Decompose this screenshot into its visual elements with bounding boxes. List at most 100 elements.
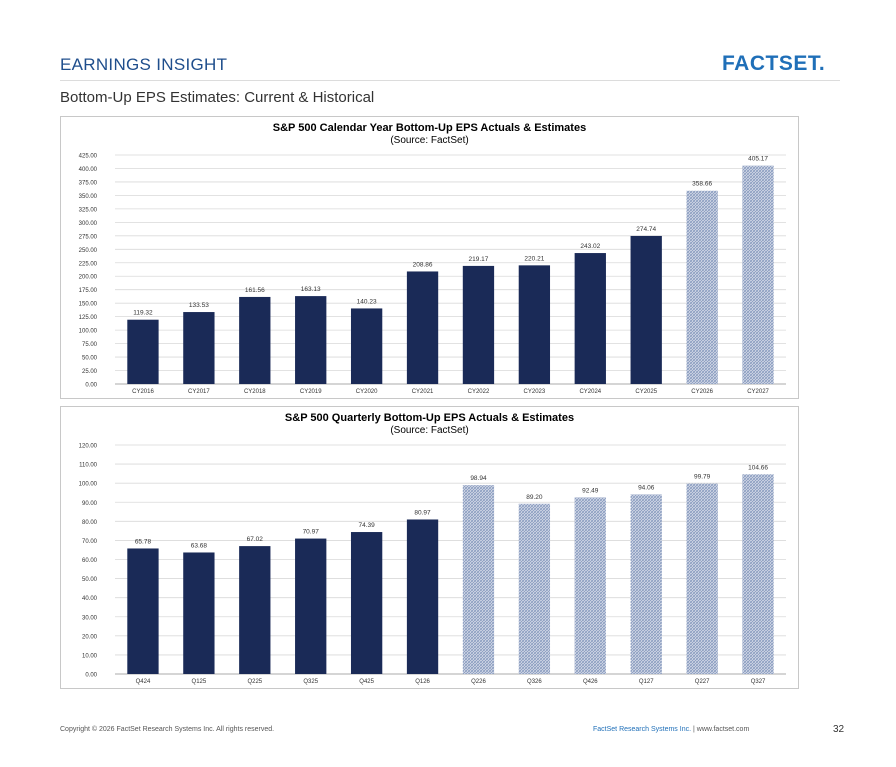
header-divider: [60, 80, 840, 81]
y-tick-label: 0.00: [85, 673, 97, 679]
x-tick-label: CY2026: [691, 389, 713, 395]
x-tick-label: Q226: [471, 679, 486, 685]
actual-bar: [462, 265, 495, 384]
bar-value-label: 67.02: [247, 536, 264, 543]
y-tick-label: 60.00: [82, 558, 98, 564]
bar-value-label: 98.94: [470, 475, 487, 482]
x-tick-label: Q125: [192, 679, 207, 685]
bar-value-label: 65.78: [135, 538, 152, 545]
actual-bar: [295, 538, 327, 674]
x-tick-label: CY2027: [747, 389, 769, 395]
actual-bar: [574, 253, 606, 384]
y-tick-label: 30.00: [82, 615, 98, 621]
bar-value-label: 219.17: [469, 256, 489, 263]
y-tick-label: 110.00: [79, 463, 98, 469]
y-tick-label: 100.00: [79, 329, 98, 335]
y-tick-label: 275.00: [79, 234, 98, 240]
bar-value-label: 80.97: [414, 509, 431, 516]
y-tick-label: 400.00: [79, 167, 98, 173]
estimate-bar: [686, 483, 718, 674]
y-tick-label: 50.00: [82, 577, 98, 583]
bar-value-label: 133.53: [189, 302, 209, 309]
bar-value-label: 92.49: [582, 487, 599, 494]
footer-company-link[interactable]: FactSet Research Systems Inc.: [593, 726, 692, 733]
annual-eps-chart-panel: S&P 500 Calendar Year Bottom-Up EPS Actu…: [60, 116, 799, 399]
estimate-bar: [462, 485, 495, 674]
bar-value-label: 220.21: [524, 255, 544, 262]
y-tick-label: 40.00: [82, 596, 98, 602]
footer-copyright: Copyright © 2026 FactSet Research System…: [60, 726, 275, 733]
y-tick-label: 20.00: [82, 634, 98, 640]
actual-bar: [183, 552, 215, 674]
estimate-bar: [742, 474, 774, 674]
actual-bar: [630, 235, 662, 384]
y-tick-label: 70.00: [82, 539, 98, 545]
x-tick-label: CY2018: [244, 389, 266, 395]
actual-bar: [239, 296, 271, 384]
x-tick-label: Q127: [639, 679, 654, 685]
y-tick-label: 250.00: [79, 248, 98, 254]
y-tick-label: 120.00: [79, 444, 98, 450]
x-tick-label: Q327: [751, 679, 766, 685]
bar-value-label: 63.68: [191, 542, 208, 549]
bar-value-label: 140.23: [357, 298, 377, 305]
y-tick-label: 300.00: [79, 221, 98, 227]
y-tick-label: 125.00: [79, 315, 98, 321]
actual-bar: [127, 548, 159, 674]
x-tick-label: Q426: [583, 679, 598, 685]
y-tick-label: 375.00: [79, 180, 98, 186]
y-tick-label: 90.00: [82, 501, 98, 507]
estimate-bar: [742, 165, 774, 384]
x-tick-label: CY2020: [356, 389, 378, 395]
actual-bar: [518, 265, 551, 384]
estimate-bar: [686, 190, 718, 384]
bar-value-label: 74.39: [358, 522, 375, 529]
chart-source: (Source: FactSet): [390, 135, 468, 146]
factset-logo: FACTSET.: [722, 52, 826, 75]
actual-bar: [127, 319, 159, 384]
footer-separator: |: [691, 726, 697, 733]
bar-value-label: 94.06: [638, 485, 655, 492]
page-header-title: EARNINGS INSIGHT: [60, 55, 228, 74]
y-tick-label: 175.00: [79, 288, 98, 294]
x-tick-label: CY2024: [579, 389, 601, 395]
y-tick-label: 25.00: [82, 369, 98, 375]
x-tick-label: CY2025: [635, 389, 657, 395]
actual-bar: [406, 271, 439, 384]
chart-title: S&P 500 Quarterly Bottom-Up EPS Actuals …: [285, 412, 574, 424]
actual-bar: [239, 546, 271, 674]
actual-bar: [295, 296, 327, 384]
y-tick-label: 150.00: [79, 302, 98, 308]
chart-source: (Source: FactSet): [390, 425, 468, 436]
y-tick-label: 75.00: [82, 342, 98, 348]
actual-bar: [406, 519, 439, 674]
actual-bar: [183, 312, 215, 384]
bar-value-label: 358.66: [692, 181, 712, 188]
footer-website-link[interactable]: www.factset.com: [696, 726, 750, 733]
y-tick-label: 350.00: [79, 194, 98, 200]
bar-value-label: 243.02: [580, 243, 600, 250]
x-tick-label: CY2016: [132, 389, 154, 395]
y-tick-label: 425.00: [79, 154, 98, 160]
y-tick-label: 80.00: [82, 520, 98, 526]
bar-value-label: 208.86: [413, 261, 433, 268]
estimate-bar: [630, 494, 662, 674]
annual-eps-chart: S&P 500 Calendar Year Bottom-Up EPS Actu…: [79, 122, 786, 395]
actual-bar: [350, 308, 383, 384]
bar-value-label: 70.97: [303, 529, 320, 536]
x-tick-label: CY2019: [300, 389, 322, 395]
bar-value-label: 405.17: [748, 156, 768, 163]
y-tick-label: 325.00: [79, 207, 98, 213]
y-tick-label: 225.00: [79, 261, 98, 267]
bar-value-label: 274.74: [636, 226, 656, 233]
quarterly-eps-chart-panel: S&P 500 Quarterly Bottom-Up EPS Actuals …: [60, 406, 799, 689]
x-tick-label: Q425: [359, 679, 374, 685]
bar-value-label: 163.13: [301, 286, 321, 293]
y-tick-label: 200.00: [79, 275, 98, 281]
footer-company-info: FactSet Research Systems Inc. | www.fact…: [593, 726, 749, 733]
bar-value-label: 161.56: [245, 287, 265, 294]
y-tick-label: 100.00: [79, 482, 98, 488]
bar-value-label: 119.32: [133, 310, 153, 317]
page-number: 32: [833, 724, 845, 735]
x-tick-label: Q326: [527, 679, 542, 685]
